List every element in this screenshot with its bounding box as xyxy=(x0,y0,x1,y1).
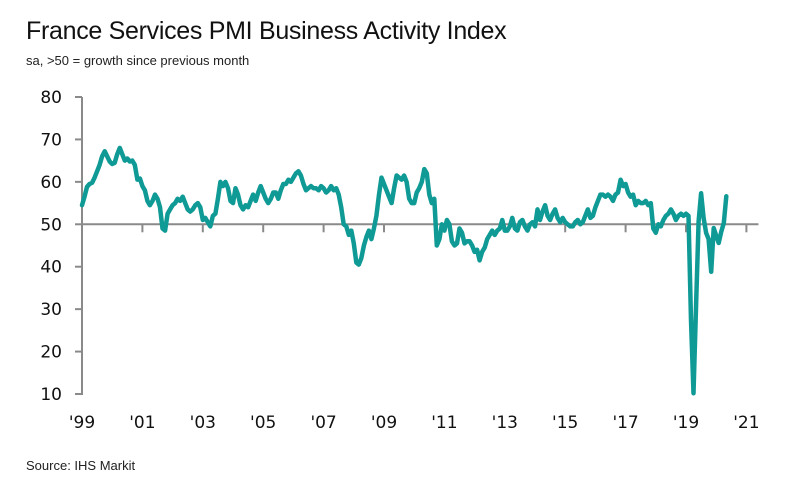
chart-subtitle: sa, >50 = growth since previous month xyxy=(26,53,250,68)
x-tick-label: '03 xyxy=(190,413,216,433)
x-tick-label: '21 xyxy=(733,413,759,433)
y-tick-label: 20 xyxy=(40,343,62,363)
y-tick-label: 50 xyxy=(40,215,62,235)
y-tick-label: 30 xyxy=(40,300,62,320)
y-tick-label: 80 xyxy=(40,88,62,108)
x-axis: '99 '01 '03 '05 '07 '09 '11 '13 '15 '17 '19 '21 xyxy=(69,223,760,433)
chart-title: France Services PMI Business Activity In… xyxy=(26,17,507,45)
y-tick-label: 40 xyxy=(40,258,62,278)
series-line-0 xyxy=(79,145,729,396)
y-tick-label: 70 xyxy=(40,130,62,150)
x-tick-label: '01 xyxy=(129,413,155,433)
x-tick-label: '05 xyxy=(250,413,276,433)
x-tick-label: '07 xyxy=(310,413,336,433)
y-tick-label: 60 xyxy=(40,173,62,193)
x-tick-label: '19 xyxy=(673,413,699,433)
x-tick-label: '13 xyxy=(492,413,518,433)
x-tick-label: '15 xyxy=(552,413,578,433)
y-axis: 80 70 60 50 40 30 20 10 xyxy=(40,88,83,405)
x-tick-label: '09 xyxy=(371,413,397,433)
x-tick-label: '99 xyxy=(69,413,95,433)
source-note: Source: IHS Markit xyxy=(26,458,136,473)
series-group xyxy=(79,145,729,396)
x-tick-label: '17 xyxy=(612,413,638,433)
x-tick-label: '11 xyxy=(431,413,457,433)
y-tick-label: 10 xyxy=(40,385,62,405)
